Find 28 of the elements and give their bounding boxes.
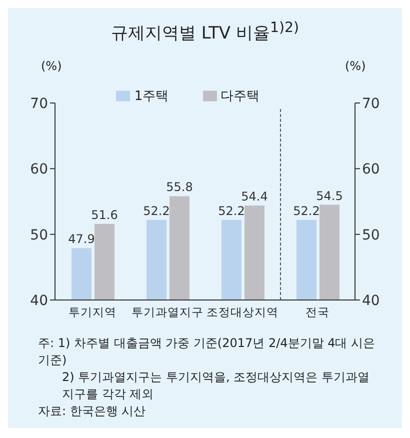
data-label: 47.9 xyxy=(68,232,95,246)
y-tick-label: 60 xyxy=(30,161,48,178)
text: 주: 1) 차주별 대출금액 가중 기준(2017년 2/4분기말 4대 시은 기준) xyxy=(38,334,376,369)
data-label: 52.2 xyxy=(218,204,245,218)
y2-tick-label: 50 xyxy=(362,226,380,243)
data-label: 54.5 xyxy=(316,188,343,202)
x-tick-label: 전국 xyxy=(306,304,330,319)
legend-label: 1주택 xyxy=(134,88,169,104)
y2-tick-label: 60 xyxy=(362,161,380,178)
y-tick-label: 50 xyxy=(30,226,48,243)
text: 자료: 한국은행 시산 xyxy=(38,402,147,420)
y2-tick-label: 40 xyxy=(362,292,380,309)
x-tick-label: 조정대상지역 xyxy=(206,304,278,319)
y-axis-title: (%) xyxy=(41,58,62,73)
legend-label: 다주택 xyxy=(220,88,260,104)
x-tick-label: 투기과열지구 xyxy=(132,304,204,319)
y-tick-label: 70 xyxy=(30,96,48,112)
data-label: 52.2 xyxy=(143,204,170,218)
y-tick-label: 40 xyxy=(30,292,48,309)
data-label: 51.6 xyxy=(91,207,118,222)
y2-axis-title: (%) xyxy=(345,58,366,73)
data-label: 54.4 xyxy=(241,189,268,204)
x-tick-label: 투기지역 xyxy=(68,304,116,319)
chart-title: 규제지역별 LTV 비율$^{1)2)}$ xyxy=(110,19,300,45)
data-label: 55.8 xyxy=(166,180,193,194)
data-label: 52.2 xyxy=(293,204,320,218)
text: 2) 투기과열지구는 투기지역을, 조정대상지역은 투기과열지구를 각각 제외 xyxy=(61,368,370,403)
y2-tick-label: 70 xyxy=(362,96,380,112)
